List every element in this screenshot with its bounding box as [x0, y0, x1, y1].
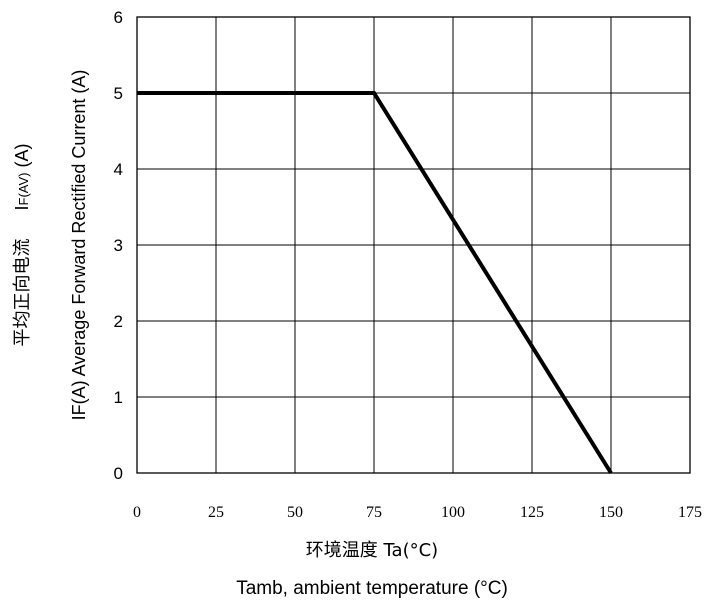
- y-tick-labels: 0 1 2 3 4 5 6: [114, 8, 123, 483]
- y-tick-label: 5: [114, 84, 123, 103]
- x-tick-label: 150: [599, 504, 623, 521]
- y-axis-label-cn: 平均正向电流: [12, 239, 32, 347]
- plot-area-border: [136, 16, 691, 474]
- x-tick-label: 100: [441, 504, 465, 521]
- x-tick-label: 25: [208, 504, 224, 521]
- y-axis-symbol-sub: F(AV): [16, 173, 31, 206]
- x-tick-label: 75: [366, 504, 382, 521]
- y-tick-label: 0: [114, 464, 123, 483]
- y-tick-label: 2: [114, 312, 123, 331]
- grid: [136, 16, 691, 474]
- x-tick-label: 175: [678, 504, 702, 521]
- y-axis-label-en: IF(A) Average Forward Rectified Current …: [69, 70, 89, 421]
- y-axis-symbol-main: I: [12, 205, 32, 210]
- y-axis-label-cn-line: 平均正向电流 IF(AV) (A): [12, 144, 32, 347]
- series-layer: [136, 91, 613, 475]
- y-axis-label2-group: 平均正向电流 IF(AV) (A): [12, 144, 32, 347]
- y-axis-symbol-unit: (A): [12, 144, 32, 173]
- x-axis-label-cn: 环境温度 Ta(°C): [306, 540, 438, 561]
- y-tick-label: 6: [114, 8, 123, 27]
- x-tick-label: 0: [133, 504, 141, 521]
- x-tick-label: 50: [287, 504, 303, 521]
- y-tick-label: 1: [114, 388, 123, 407]
- x-tick-label: 125: [520, 504, 544, 521]
- y-tick-label: 4: [114, 160, 123, 179]
- y-tick-label: 3: [114, 236, 123, 255]
- y-axis-label-group: IF(A) Average Forward Rectified Current …: [69, 70, 89, 421]
- x-axis-label-en: Tamb, ambient temperature (°C): [236, 578, 508, 599]
- x-tick-labels: 0 25 50 75 100 125 150 175: [133, 504, 702, 521]
